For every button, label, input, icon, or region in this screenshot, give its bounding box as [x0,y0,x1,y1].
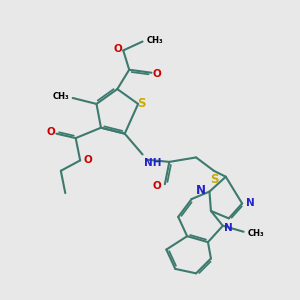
Text: N: N [224,223,233,233]
Text: O: O [84,155,92,165]
Text: CH₃: CH₃ [53,92,70,101]
Text: S: S [137,98,145,110]
Text: N: N [246,199,254,208]
Text: O: O [153,69,162,79]
Text: N: N [196,184,206,196]
Text: O: O [46,127,55,137]
Text: NH: NH [144,158,162,168]
Text: CH₃: CH₃ [146,35,163,44]
Text: CH₃: CH₃ [248,229,265,238]
Text: O: O [113,44,122,54]
Text: S: S [210,173,218,186]
Text: O: O [152,181,161,191]
